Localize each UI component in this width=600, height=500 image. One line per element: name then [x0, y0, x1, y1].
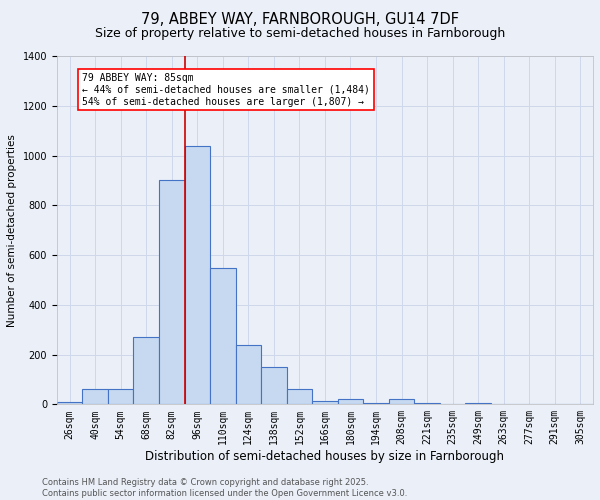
Bar — [82, 390, 108, 404]
Text: Contains HM Land Registry data © Crown copyright and database right 2025.
Contai: Contains HM Land Registry data © Crown c… — [42, 478, 407, 498]
Bar — [287, 390, 312, 404]
Bar — [389, 400, 415, 404]
Bar — [415, 403, 440, 404]
Bar — [466, 403, 491, 404]
Bar — [133, 337, 159, 404]
X-axis label: Distribution of semi-detached houses by size in Farnborough: Distribution of semi-detached houses by … — [145, 450, 505, 463]
Bar — [312, 400, 338, 404]
Bar — [210, 268, 236, 404]
Text: 79, ABBEY WAY, FARNBOROUGH, GU14 7DF: 79, ABBEY WAY, FARNBOROUGH, GU14 7DF — [141, 12, 459, 28]
Text: Size of property relative to semi-detached houses in Farnborough: Size of property relative to semi-detach… — [95, 28, 505, 40]
Bar — [57, 402, 82, 404]
Bar — [261, 367, 287, 405]
Bar — [363, 403, 389, 404]
Bar — [108, 390, 133, 404]
Bar — [236, 344, 261, 405]
Text: 79 ABBEY WAY: 85sqm
← 44% of semi-detached houses are smaller (1,484)
54% of sem: 79 ABBEY WAY: 85sqm ← 44% of semi-detach… — [82, 74, 370, 106]
Y-axis label: Number of semi-detached properties: Number of semi-detached properties — [7, 134, 17, 326]
Bar — [159, 180, 185, 404]
Bar — [338, 400, 363, 404]
Bar — [185, 146, 210, 404]
